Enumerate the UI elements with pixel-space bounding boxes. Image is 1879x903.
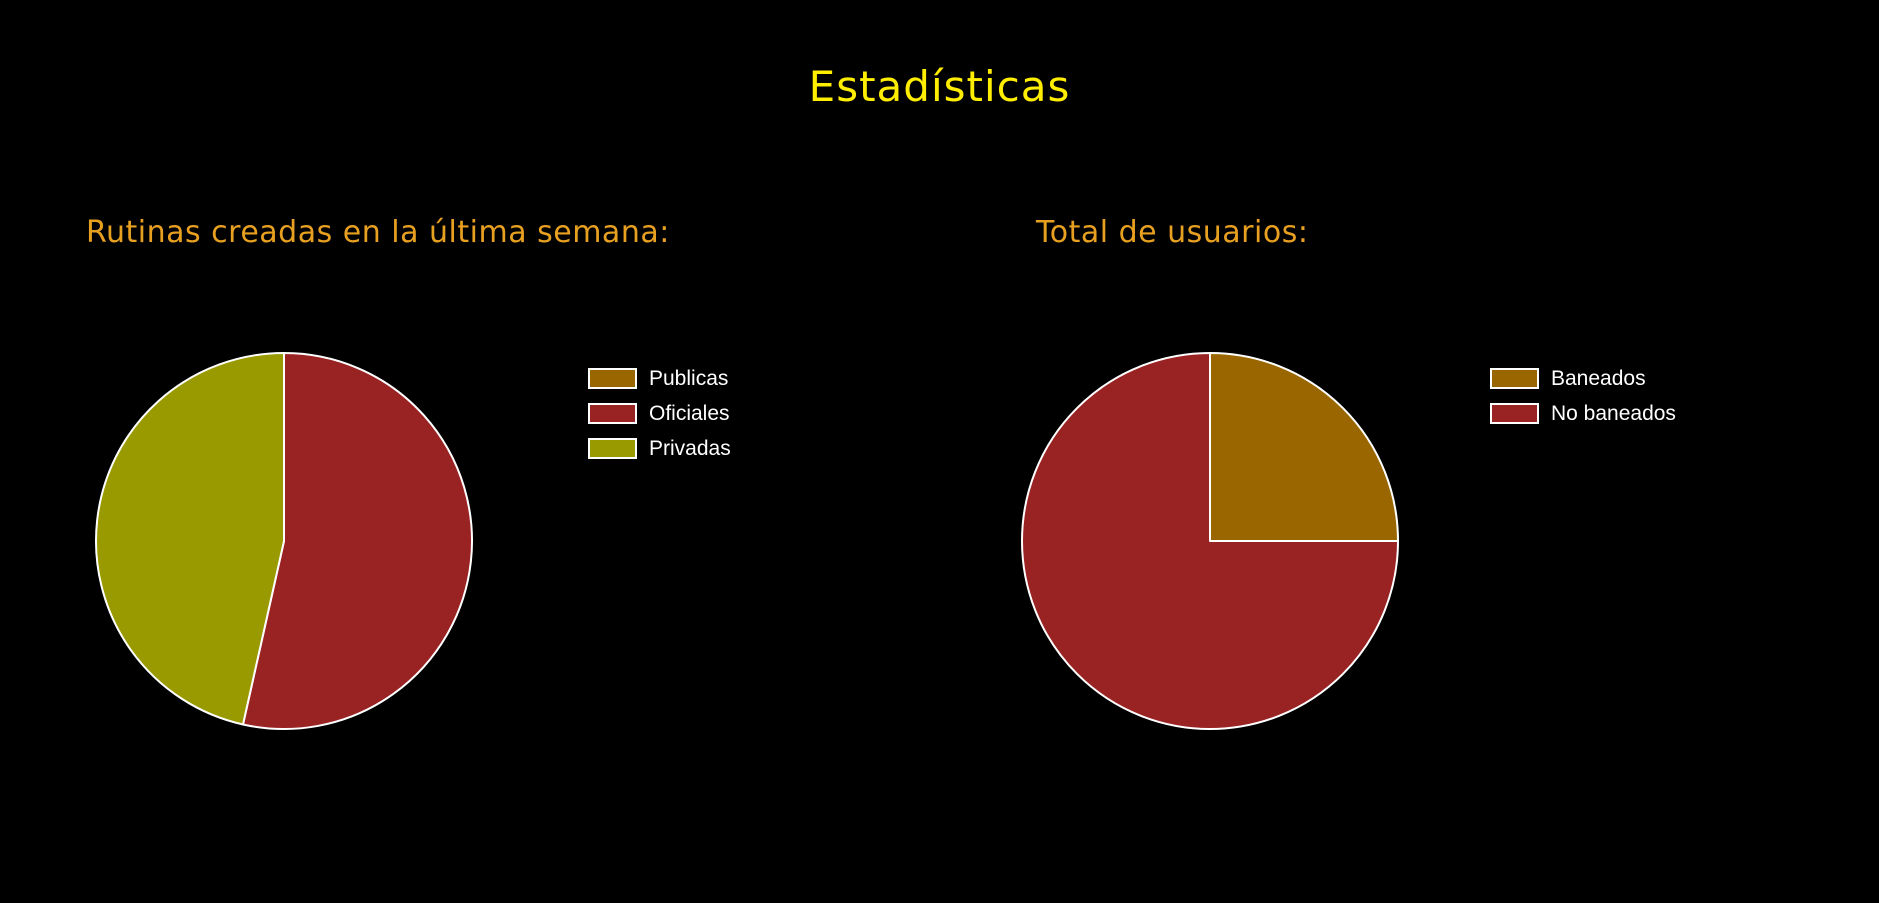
legend-usuarios: Baneados No baneados bbox=[1490, 361, 1676, 431]
chart-title-usuarios: Total de usuarios: bbox=[1036, 215, 1309, 250]
legend-rutinas: Publicas Oficiales Privadas bbox=[588, 361, 731, 466]
legend-label: Publicas bbox=[649, 366, 729, 390]
legend-item-no-baneados[interactable]: No baneados bbox=[1490, 396, 1676, 431]
chart-title-rutinas: Rutinas creadas en la última semana: bbox=[86, 215, 670, 250]
legend-label: Baneados bbox=[1551, 366, 1646, 390]
legend-swatch bbox=[1490, 403, 1539, 424]
pie-slice-privadas[interactable] bbox=[95, 352, 285, 726]
legend-swatch bbox=[588, 403, 637, 424]
legend-item-publicas[interactable]: Publicas bbox=[588, 361, 731, 396]
legend-label: Oficiales bbox=[649, 401, 730, 425]
legend-label: Privadas bbox=[649, 436, 731, 460]
legend-item-baneados[interactable]: Baneados bbox=[1490, 361, 1676, 396]
page-title: Estadísticas bbox=[808, 62, 1071, 111]
pie-slice-oficiales[interactable] bbox=[241, 352, 473, 730]
pie-chart-usuarios bbox=[1021, 352, 1399, 730]
legend-label: No baneados bbox=[1551, 401, 1676, 425]
pie-slice-baneados[interactable] bbox=[1209, 352, 1399, 542]
pie-chart-rutinas bbox=[95, 352, 473, 730]
legend-item-privadas[interactable]: Privadas bbox=[588, 431, 731, 466]
legend-swatch bbox=[588, 368, 637, 389]
chart-panel-usuarios: Total de usuarios: Baneados No baneados bbox=[939, 0, 1878, 903]
legend-swatch bbox=[588, 438, 637, 459]
pie-slice-no-baneados[interactable] bbox=[1021, 352, 1399, 730]
chart-panel-rutinas: Rutinas creadas en la última semana: Pub… bbox=[0, 0, 939, 903]
legend-item-oficiales[interactable]: Oficiales bbox=[588, 396, 731, 431]
legend-swatch bbox=[1490, 368, 1539, 389]
